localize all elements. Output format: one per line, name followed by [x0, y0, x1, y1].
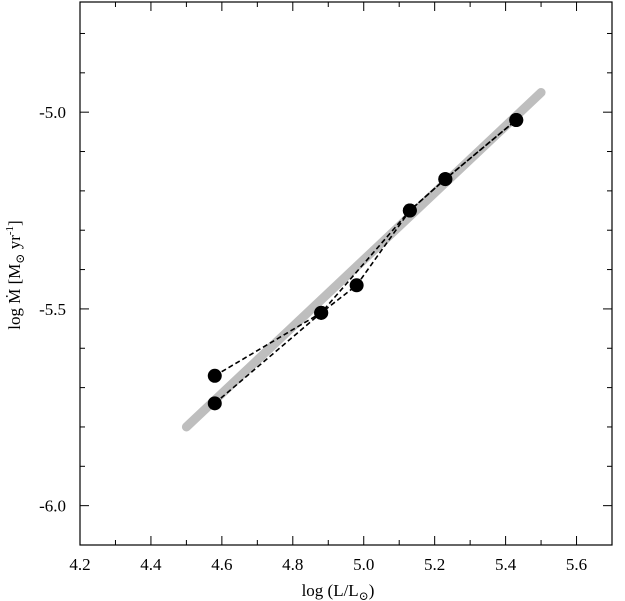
x-tick-label: 4.6	[211, 555, 232, 574]
x-tick-label: 5.6	[566, 555, 587, 574]
axis-ticks	[79, 2, 613, 546]
x-tick-label: 4.4	[140, 555, 162, 574]
series-2-point	[509, 113, 524, 128]
x-tick-label: 5.0	[353, 555, 374, 574]
series-2-point	[438, 172, 453, 187]
data-series	[207, 113, 524, 411]
y-tick-label: -6.0	[39, 497, 66, 516]
series-1-point	[349, 278, 364, 293]
series-1-point	[207, 368, 222, 383]
x-tick-label: 5.4	[495, 555, 517, 574]
series-2-point	[402, 203, 417, 218]
y-tick-label: -5.0	[39, 103, 66, 122]
y-axis-title: log Ṁ [M⊙ yr-1]	[4, 220, 27, 329]
x-axis-title: log (L/L⊙)	[302, 581, 375, 601]
y-tick-label: -5.5	[39, 300, 66, 319]
x-tick-label: 4.8	[282, 555, 303, 574]
series-2-point	[314, 305, 329, 320]
x-tick-label: 5.2	[424, 555, 445, 574]
tick-labels: 4.2 4.4 4.6 4.8 5.0 5.2 5.4 5.6 -6.0 -5.5 -5.0	[39, 103, 587, 574]
x-tick-label: 4.2	[69, 555, 90, 574]
plot-frame	[79, 1, 613, 546]
series-2-point	[207, 396, 222, 411]
